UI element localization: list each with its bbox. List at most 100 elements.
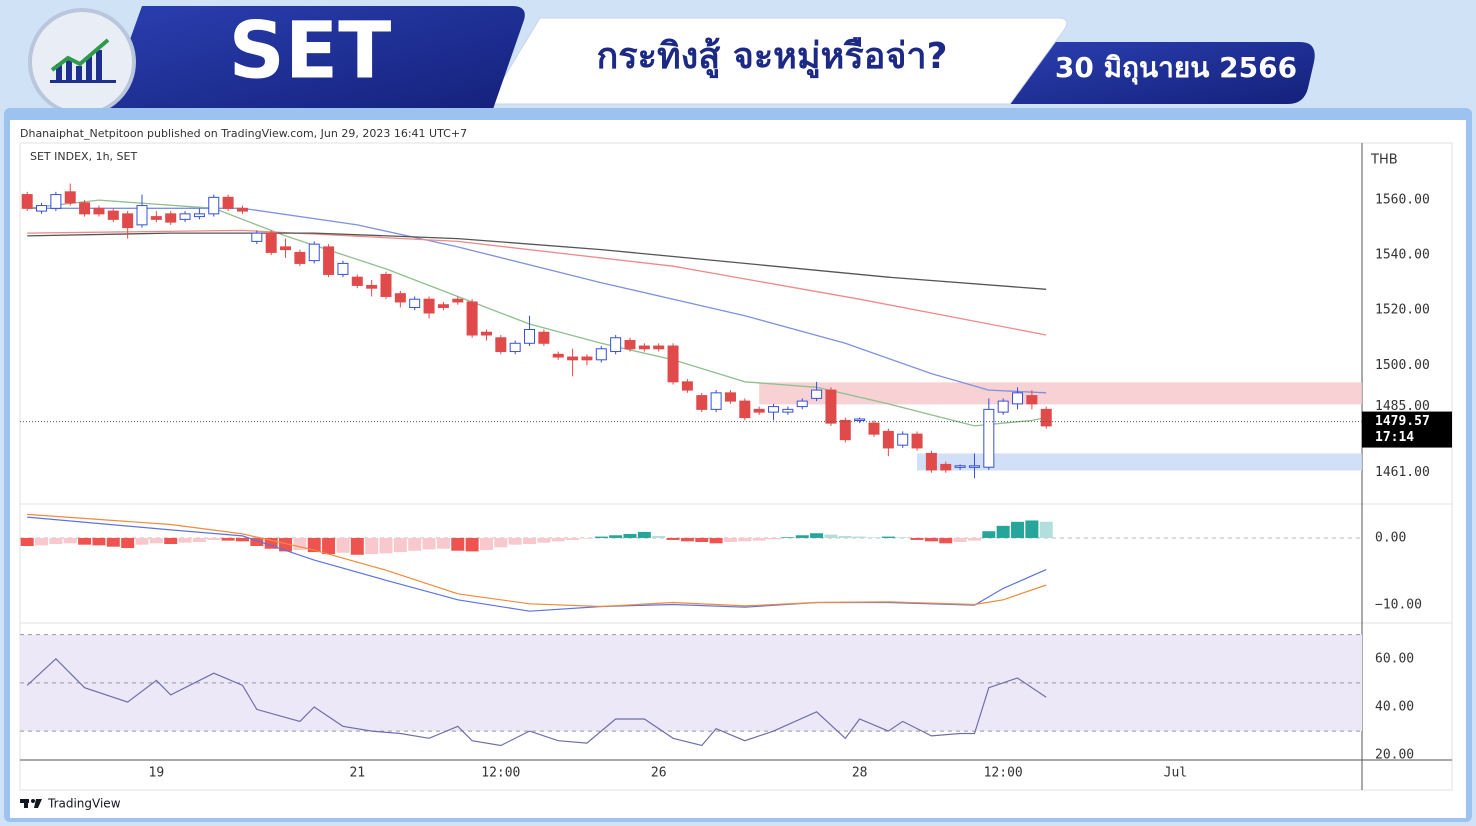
candle-body	[280, 246, 292, 251]
histogram-bar	[910, 537, 924, 540]
histogram-bar	[838, 535, 852, 538]
moving-average	[27, 229, 1047, 336]
candle-body	[524, 329, 536, 344]
x-tick-label: 26	[651, 766, 667, 781]
histogram-bar	[537, 537, 551, 543]
histogram-bar	[164, 537, 178, 544]
candle-body	[1012, 392, 1024, 405]
histogram-bar	[594, 536, 608, 538]
histogram-bar	[953, 537, 967, 542]
histogram-bar	[853, 536, 867, 538]
chart-frame	[19, 142, 1453, 791]
candle-body	[854, 418, 866, 422]
candle-body	[480, 331, 492, 336]
candle-body	[495, 337, 507, 353]
histogram-bar	[78, 537, 92, 545]
y-tick-label: 1520.00	[1375, 303, 1430, 318]
y-tick-label: 60.00	[1375, 651, 1414, 666]
brand-logo	[20, 799, 42, 808]
candle-body	[452, 298, 464, 303]
histogram-bar	[479, 537, 493, 551]
histogram-bar	[609, 535, 623, 538]
x-tick-label: Jul	[1164, 766, 1187, 781]
y-tick-label: 1461.00	[1375, 465, 1430, 480]
candle-body	[179, 213, 191, 220]
histogram-bar	[307, 537, 321, 553]
candle-body	[552, 353, 564, 358]
histogram-bar	[135, 537, 149, 545]
candle-body	[968, 465, 980, 468]
histogram-bar	[723, 537, 737, 542]
histogram-bar	[939, 537, 953, 544]
histogram-bar	[350, 537, 364, 555]
candle-body	[667, 345, 679, 383]
histogram-bar	[494, 537, 508, 548]
histogram-bar	[192, 537, 206, 542]
histogram-bar	[767, 537, 781, 540]
histogram-bar	[1011, 521, 1025, 538]
candle-body	[509, 342, 521, 353]
x-tick-label: 28	[852, 766, 868, 781]
candle-body	[136, 205, 148, 226]
moving-average	[27, 207, 1047, 394]
histogram-bar	[924, 537, 938, 542]
candle-body	[610, 337, 622, 353]
candle-body	[308, 243, 320, 262]
candle-body	[811, 389, 823, 399]
candle-body	[122, 213, 134, 229]
candle-body	[437, 304, 449, 308]
candle-body	[208, 196, 220, 215]
candle-body	[79, 202, 91, 215]
histogram-bar	[508, 537, 522, 545]
x-tick-label: 12:00	[481, 766, 520, 781]
candle-body	[380, 273, 392, 297]
histogram-bar	[881, 536, 895, 538]
candle-body	[724, 392, 736, 402]
histogram-bar	[235, 537, 249, 542]
x-tick-label: 19	[149, 766, 165, 781]
candle-body	[251, 232, 263, 242]
histogram-bar	[810, 533, 824, 538]
symbol-label: SET INDEX, 1h, SET	[30, 150, 137, 163]
candle-body	[1026, 395, 1038, 405]
candle-body	[768, 406, 780, 413]
candle-body	[150, 216, 162, 220]
candle-body	[366, 284, 378, 289]
histogram-bar	[795, 535, 809, 538]
candle-body	[50, 194, 62, 209]
histogram-bar	[393, 537, 407, 553]
candle-body	[36, 205, 48, 212]
date-pill	[1010, 42, 1315, 104]
candle-body	[93, 207, 105, 215]
histogram-bar	[623, 533, 637, 538]
histogram-bar	[752, 537, 766, 541]
histogram-bar	[465, 537, 479, 552]
histogram-bar	[322, 537, 336, 555]
histogram-bar	[149, 537, 163, 544]
histogram-bar	[264, 537, 278, 549]
candle-body	[294, 251, 306, 264]
candle-body	[882, 430, 894, 449]
x-tick-label: 12:00	[984, 766, 1023, 781]
moving-average	[27, 199, 1047, 427]
candle-body	[897, 433, 909, 446]
histogram-bar	[781, 537, 795, 538]
candle-body	[595, 348, 607, 361]
y-tick-label: 20.00	[1375, 748, 1414, 763]
currency: THB	[1370, 153, 1398, 168]
histogram-bar	[680, 537, 694, 542]
histogram-bar	[867, 537, 881, 538]
candle-body	[983, 408, 995, 468]
x-tick-label: 21	[349, 766, 365, 781]
y-tick-label: 1485.00	[1375, 399, 1430, 414]
last-price-box	[1362, 411, 1452, 448]
candle-body	[64, 191, 76, 204]
brand: TradingView	[47, 797, 121, 811]
histogram-bar	[652, 535, 666, 538]
candle-body	[954, 465, 966, 468]
histogram-bar	[709, 537, 723, 544]
histogram-bar	[666, 537, 680, 540]
histogram-bar	[436, 537, 450, 549]
histogram-bar	[250, 537, 264, 547]
candle-body	[710, 392, 722, 410]
